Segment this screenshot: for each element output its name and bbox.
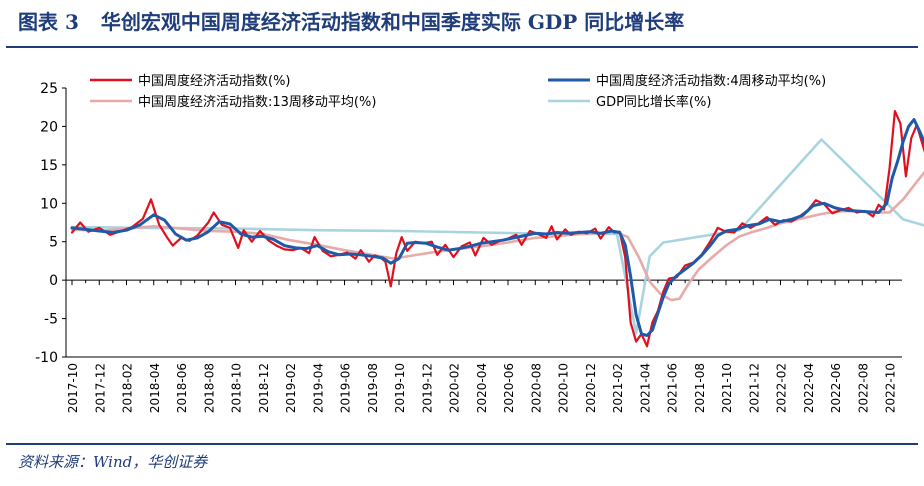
y-tick-label: -10 [35, 350, 58, 366]
x-tick-label: 2021-02 [611, 363, 625, 413]
series-line-3 [70, 138, 924, 335]
y-tick-label: -5 [44, 312, 58, 328]
series-line-2 [70, 170, 924, 302]
legend-label: 中国周度经济活动指数:13周移动平均(%) [138, 94, 376, 110]
x-tick-label: 2020-12 [584, 363, 598, 413]
x-tick-label: 2018-04 [148, 363, 162, 413]
x-tick-label: 2021-04 [638, 363, 652, 413]
legend-label: 中国周度经济活动指数(%) [138, 73, 291, 89]
x-tick-label: 2020-02 [448, 363, 462, 413]
x-tick-label: 2021-08 [693, 363, 707, 413]
x-tick-label: 2021-12 [747, 363, 761, 413]
series-line-1 [70, 118, 924, 337]
y-tick-label: 0 [49, 273, 58, 289]
figure-label: 图表 3 [18, 10, 79, 34]
y-tick-label: 5 [49, 235, 58, 251]
x-tick-label: 2019-02 [284, 363, 298, 413]
source-rule [6, 443, 918, 445]
x-tick-label: 2022-10 [884, 363, 898, 413]
figure-title: 图表 3 华创宏观中国周度经济活动指数和中国季度实际 GDP 同比增长率 [18, 6, 684, 35]
chart-axes: -10 -5 0 5 10 15 20 25 2017-10 2017-12 2018-02 2018… [35, 81, 902, 413]
y-tick-label: 20 [40, 119, 58, 135]
x-tick-label: 2022-02 [775, 363, 789, 413]
x-tick-label: 2019-12 [420, 363, 434, 413]
title-rule [6, 46, 918, 48]
x-tick-label: 2018-02 [121, 363, 135, 413]
chart-series [70, 110, 924, 348]
x-tick-label: 2017-12 [93, 363, 107, 413]
x-tick-label: 2020-06 [502, 363, 516, 413]
x-tick-label: 2018-06 [175, 363, 189, 413]
y-tick-label: 25 [40, 81, 58, 97]
x-tick-label: 2019-06 [339, 363, 353, 413]
y-tick-label: 15 [40, 158, 58, 174]
legend-label: 中国周度经济活动指数:4周移动平均(%) [596, 73, 826, 89]
x-tick-label: 2020-10 [557, 363, 571, 413]
x-tick-label: 2019-04 [311, 363, 325, 413]
x-tick-label: 2019-08 [366, 363, 380, 413]
x-tick-label: 2021-06 [666, 363, 680, 413]
figure-title-text: 华创宏观中国周度经济活动指数和中国季度实际 GDP 同比增长率 [100, 10, 685, 34]
x-tick-label: 2018-10 [230, 363, 244, 413]
x-tick-label: 2017-10 [66, 363, 80, 413]
x-tick-label: 2022-06 [829, 363, 843, 413]
legend-label: GDP同比增长率(%) [596, 94, 711, 110]
x-tick-label: 2019-10 [393, 363, 407, 413]
x-tick-label: 2022-04 [802, 363, 816, 413]
chart-legend: 中国周度经济活动指数(%) 中国周度经济活动指数:4周移动平均(%) 中国周度经济活… [90, 73, 826, 110]
y-tick-label: 10 [40, 196, 58, 212]
source-note: 资料来源：Wind，华创证券 [18, 453, 208, 471]
x-tick-label: 2018-08 [202, 363, 216, 413]
x-tick-label: 2021-10 [720, 363, 734, 413]
x-tick-label: 2020-04 [475, 363, 489, 413]
x-tick-label: 2020-08 [529, 363, 543, 413]
x-tick-label: 2022-08 [856, 363, 870, 413]
x-tick-label: 2018-12 [257, 363, 271, 413]
